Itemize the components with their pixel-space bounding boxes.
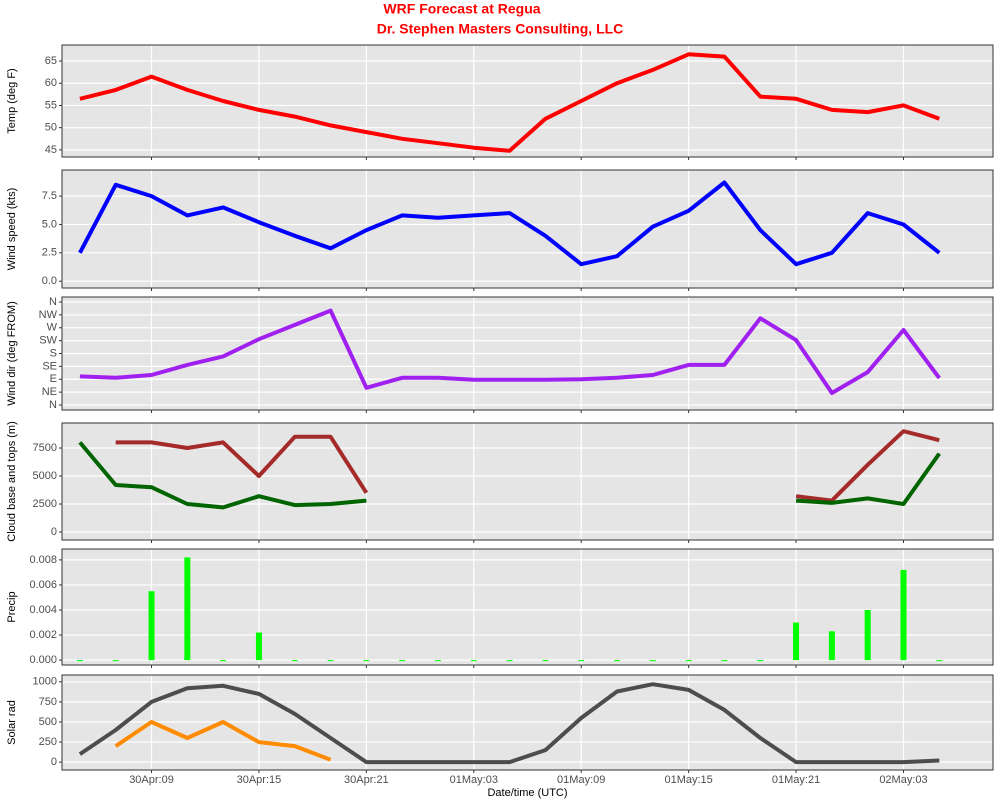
y-tick-label: S [50, 347, 57, 359]
x-tick-label: 01May:03 [450, 774, 498, 786]
y-tick-label: SE [42, 360, 57, 372]
y-axis-title: Temp (deg F) [6, 68, 18, 133]
bar [757, 660, 764, 662]
y-tick-label: 60 [45, 77, 57, 89]
y-tick-label: 7.5 [42, 190, 57, 202]
chart-subtitle: Dr. Stephen Masters Consulting, LLC [377, 21, 624, 37]
y-tick-label: 0 [51, 526, 57, 538]
y-tick-label: 0.008 [29, 554, 57, 566]
y-tick-label: N [49, 399, 57, 411]
panel-border [61, 674, 994, 771]
data-line [79, 308, 941, 395]
y-tick-label: 0.002 [29, 629, 57, 641]
y-tick-label: 65 [45, 55, 57, 67]
y-tick-label: SW [39, 335, 57, 347]
bar [828, 631, 835, 661]
y-tick-label: 0 [51, 756, 57, 768]
y-tick-label: 2.5 [42, 247, 57, 259]
x-tick-label: 30Apr:21 [344, 774, 389, 786]
bar [936, 660, 943, 662]
y-axis-title: Wind speed (kts) [6, 188, 18, 271]
y-tick-label: 500 [39, 716, 57, 728]
x-tick-label: 01May:09 [557, 774, 605, 786]
bar [399, 660, 406, 662]
y-tick-label: NE [42, 386, 57, 398]
panel-border [61, 422, 994, 541]
data-line [78, 682, 940, 765]
y-tick-label: 5.0 [42, 218, 57, 230]
bar [506, 660, 513, 662]
panel-border [61, 44, 994, 158]
y-tick-label: 0.0 [42, 275, 57, 287]
bar [685, 660, 692, 662]
bar [793, 622, 800, 661]
y-tick-label: 0.000 [29, 654, 57, 666]
x-tick-label: 30Apr:09 [129, 774, 174, 786]
y-tick-label: 7500 [33, 442, 57, 454]
bar [614, 660, 621, 662]
panel-background [62, 170, 993, 288]
x-tick-label: 01May:21 [772, 774, 820, 786]
x-tick-label: 02May:03 [879, 774, 927, 786]
x-tick-label: 01May:15 [664, 774, 712, 786]
bar [900, 569, 907, 661]
y-axis-title: Precip [6, 591, 18, 622]
panel-background [62, 549, 993, 665]
data-line [115, 434, 369, 494]
data-line [78, 180, 941, 267]
bar [864, 610, 871, 661]
bar [542, 660, 549, 662]
bar [721, 660, 728, 662]
bar [649, 660, 656, 662]
bar [255, 632, 262, 661]
data-line [795, 452, 941, 506]
chart-title: WRF Forecast at Regua [383, 1, 540, 17]
y-axis-title: Cloud base and tops (m) [6, 421, 18, 541]
y-tick-label: 750 [39, 696, 57, 708]
bar [363, 660, 370, 662]
y-tick-label: 1000 [33, 676, 57, 688]
x-axis-title: Date/time (UTC) [487, 787, 567, 799]
y-tick-label: 5000 [33, 470, 57, 482]
y-tick-label: 50 [45, 122, 57, 134]
data-line [795, 429, 940, 503]
y-tick-label: N [49, 296, 57, 308]
y-tick-label: E [50, 373, 57, 385]
bar [578, 660, 585, 662]
y-tick-label: 0.004 [29, 604, 57, 616]
data-line [78, 441, 367, 510]
bar [148, 591, 155, 661]
bar [291, 660, 298, 662]
panel-border [61, 548, 994, 666]
bar [327, 660, 334, 662]
y-tick-label: 250 [39, 736, 57, 748]
y-axis-title: Wind dir (deg FROM) [6, 301, 18, 406]
bar [76, 660, 83, 662]
bar [184, 557, 191, 661]
x-tick-label: 30Apr:15 [237, 774, 282, 786]
y-tick-label: W [47, 322, 58, 334]
y-axis-title: Solar rad [6, 700, 18, 745]
bar [434, 660, 441, 662]
y-tick-label: 55 [45, 99, 57, 111]
panel-border [61, 169, 994, 289]
data-line [114, 720, 332, 762]
panel-border [61, 296, 994, 411]
y-tick-label: 45 [45, 144, 57, 156]
bar [470, 660, 477, 662]
bar [220, 660, 227, 662]
y-tick-label: 2500 [33, 498, 57, 510]
panel-background [62, 45, 993, 157]
y-tick-label: NW [39, 309, 58, 321]
data-line [79, 52, 941, 153]
bar [112, 660, 119, 662]
y-tick-label: 0.006 [29, 579, 57, 591]
